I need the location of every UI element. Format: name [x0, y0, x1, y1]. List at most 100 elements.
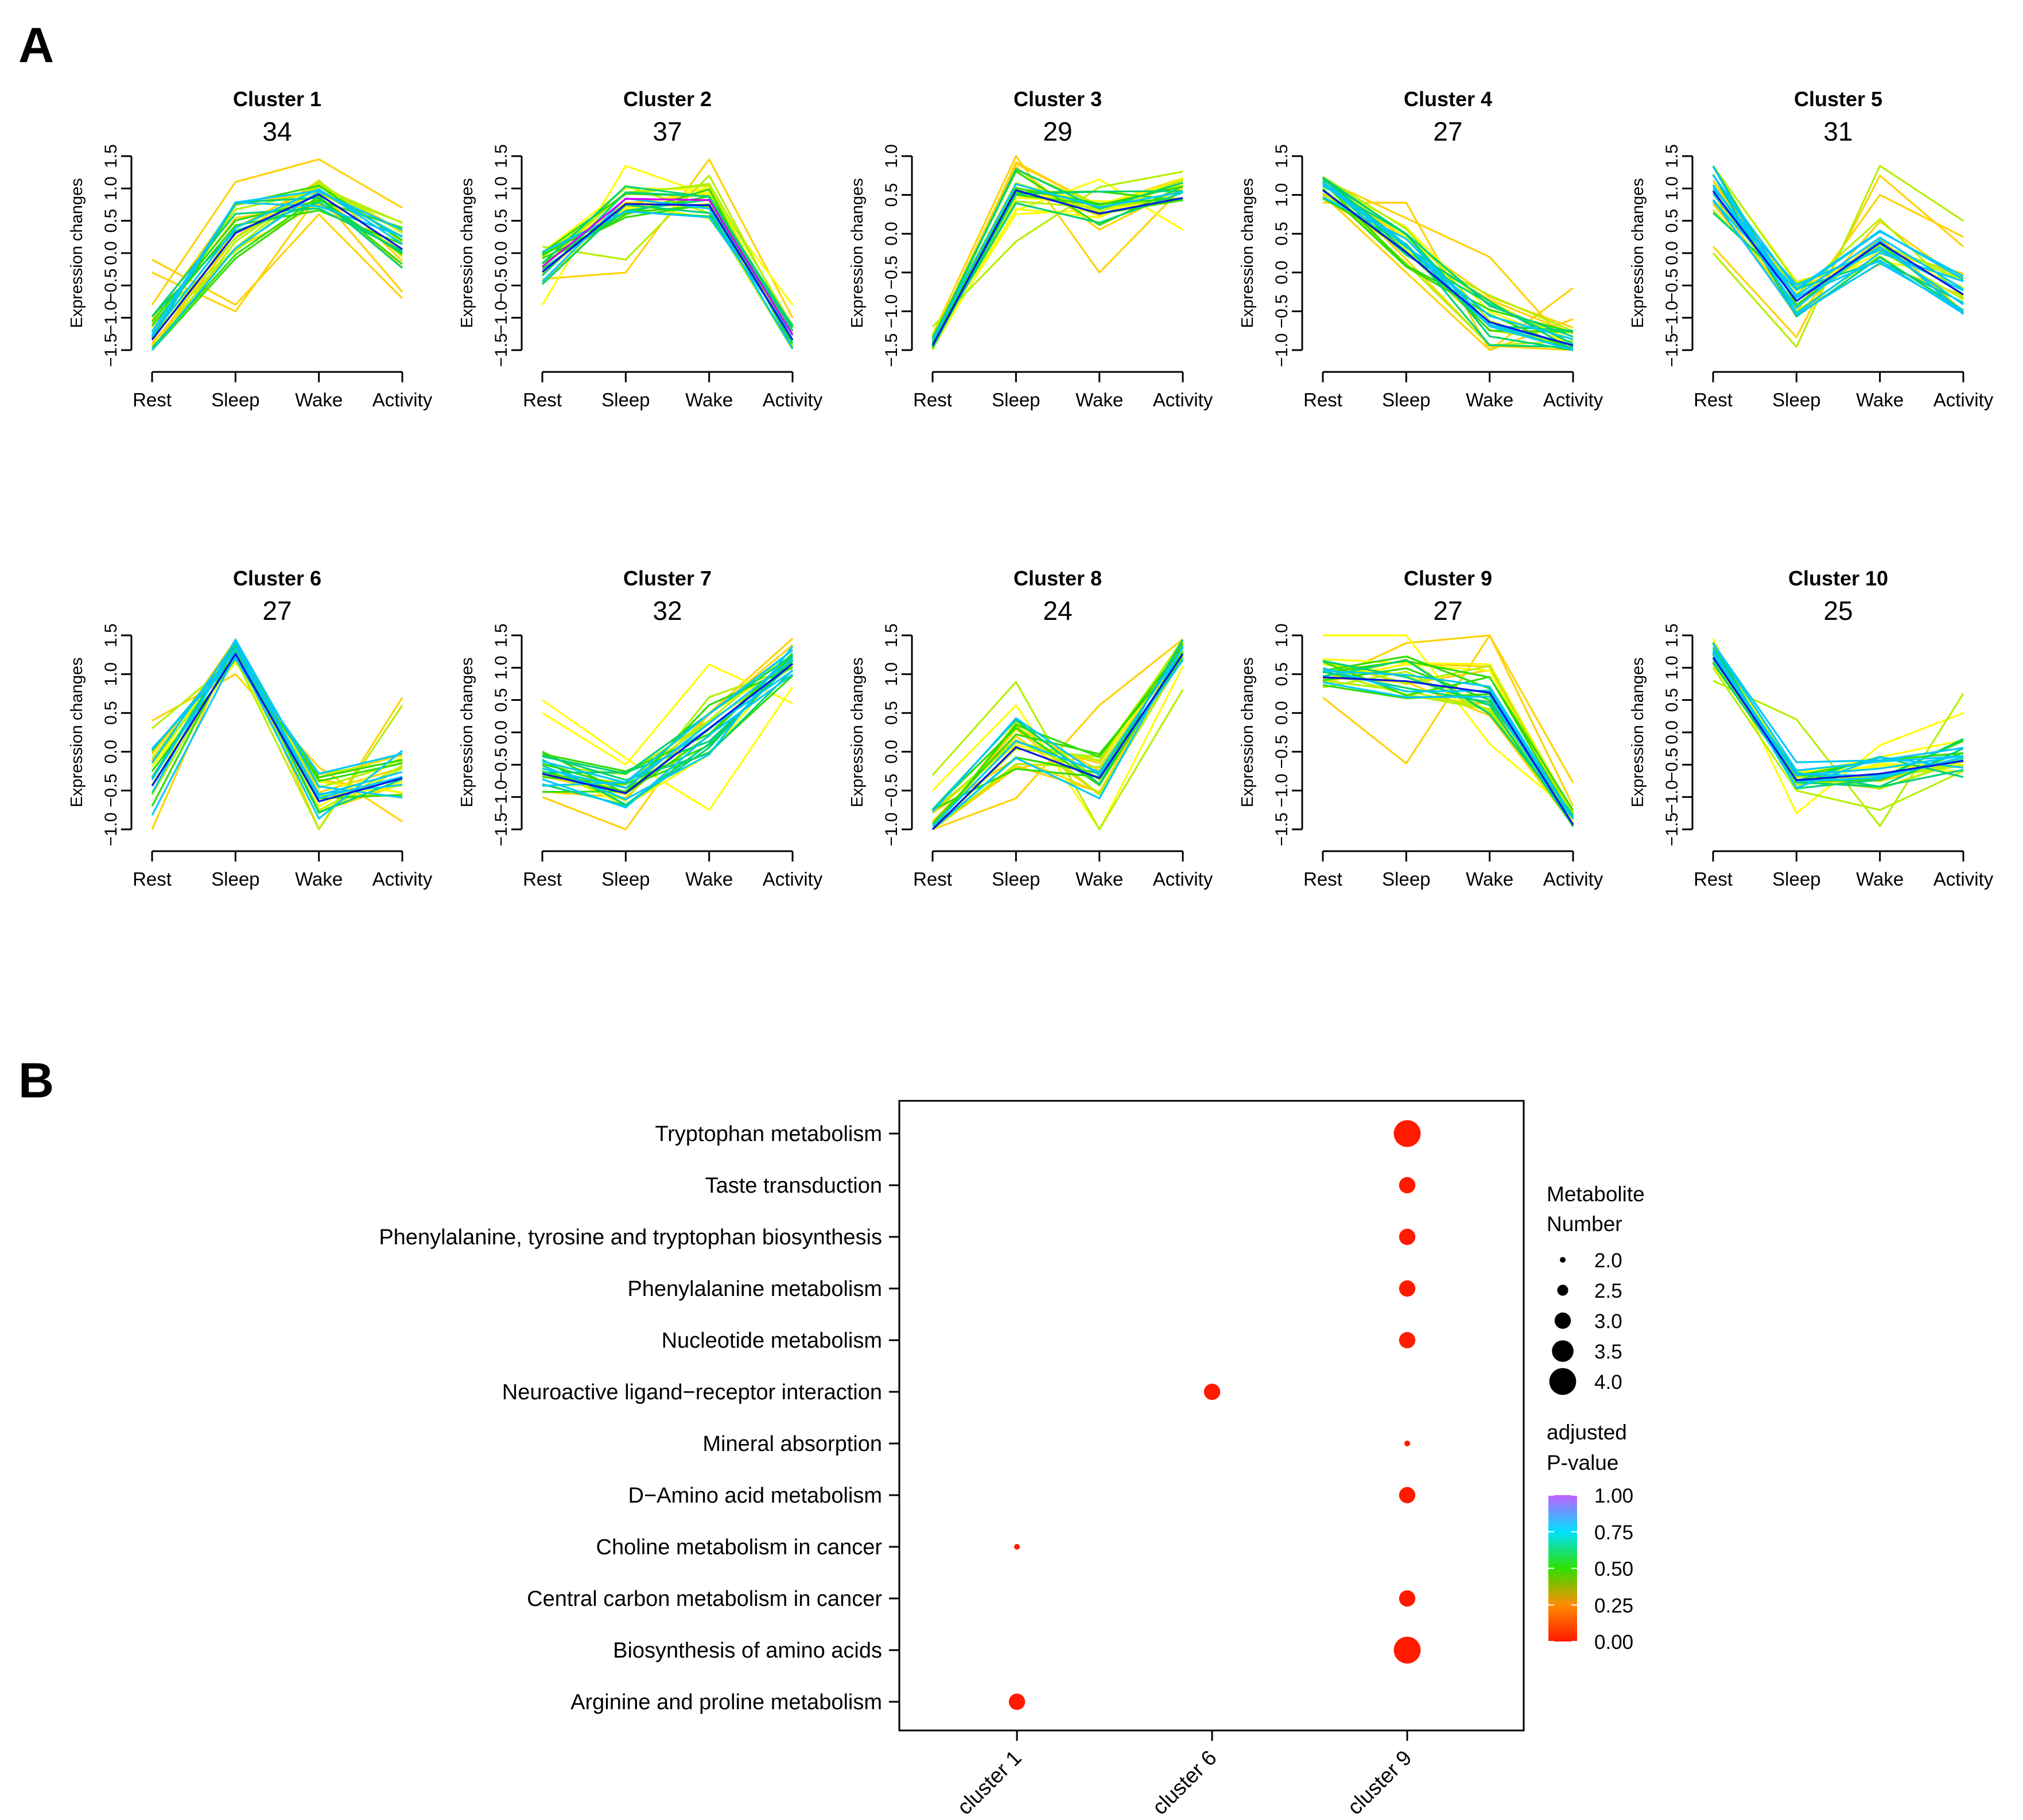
cluster-7-y-tick-label: 1.5 [492, 623, 511, 647]
cluster-1-y-label: Expression changes [68, 178, 86, 328]
size-legend-key [1554, 1312, 1571, 1329]
cluster-3-profile-line [931, 178, 1183, 345]
cluster-7-y-label: Expression changes [458, 657, 476, 807]
cluster-4-y-tick-label: 0.5 [1272, 222, 1291, 246]
cluster-8-y-tick-label: 0.0 [882, 740, 901, 764]
cluster-1-plot: Cluster 1 34 −1.5−1.0−0.5 0.0 0.5 1.0 1.5 Expre… [68, 87, 433, 410]
cluster-8-profile-line [931, 653, 1184, 824]
cluster-3-y-tick-label: 1.0 [882, 144, 901, 168]
cluster-8-title: Cluster 8 [1014, 566, 1102, 590]
size-legend-title: Number [1547, 1212, 1622, 1236]
cluster-3-profile-line [931, 155, 1184, 335]
cluster-3-x-tick-label: Rest [913, 389, 952, 410]
cluster-1-y-tick-label: 1.0 [102, 176, 121, 200]
cluster-10-y-tick-label: −1.5 [1663, 812, 1682, 846]
size-legend-label: 2.5 [1594, 1280, 1622, 1302]
pathway-label: Tryptophan metabolism [655, 1122, 882, 1146]
cluster-6-y-tick-label: 0.5 [102, 701, 121, 725]
color-legend-title: P-value [1547, 1451, 1618, 1474]
cluster-2-core-line [541, 203, 794, 340]
cluster-4-y-label: Expression changes [1238, 178, 1257, 328]
cluster-10-count: 25 [1823, 596, 1853, 626]
cluster-7-x-tick-label: Activity [763, 868, 823, 890]
cluster-9-x-tick-label: Sleep [1382, 868, 1430, 890]
cluster-10-x-tick-label: Sleep [1772, 868, 1820, 890]
cluster-2-core-line [541, 197, 794, 335]
cluster-10-y-label: Expression changes [1629, 657, 1647, 807]
cluster-2-y-tick-label: 0.5 [492, 209, 511, 233]
cluster-10-profile-line [1712, 643, 1964, 763]
cluster-7-core-line [542, 658, 793, 789]
enrichment-dot [1399, 1177, 1416, 1194]
color-legend-label: 0.25 [1594, 1594, 1633, 1617]
cluster-6-y-tick-label: 1.5 [102, 623, 121, 647]
cluster-9-y-tick-label: −1.0 [1272, 774, 1291, 808]
cluster-4-title: Cluster 4 [1404, 87, 1492, 111]
cluster-9-x-tick-label: Rest [1303, 868, 1342, 890]
pathway-label: Phenylalanine, tyrosine and tryptophan b… [379, 1225, 882, 1249]
cluster-3-x-tick-label: Activity [1153, 389, 1213, 410]
cluster-4-x-tick-label: Sleep [1382, 389, 1430, 410]
enrichment-dot [1399, 1332, 1416, 1349]
cluster-9-x-tick-label: Activity [1543, 868, 1603, 890]
pathway-label: Neuroactive ligand−receptor interaction [502, 1380, 882, 1404]
dotplot-frame [898, 1100, 1525, 1732]
cluster-5-x-tick-label: Wake [1856, 389, 1904, 410]
cluster-4-count: 27 [1433, 117, 1462, 146]
cluster-6-x-tick-label: Sleep [211, 868, 259, 890]
cluster-8-count: 24 [1043, 596, 1072, 626]
cluster-7-profile-line [542, 675, 794, 789]
cluster-5-title: Cluster 5 [1794, 87, 1882, 111]
cluster-2-y-tick-label: −0.5 [492, 269, 511, 302]
cluster-2-y-tick-label: 0.0 [492, 241, 511, 265]
cluster-4-y-tick-label: 1.0 [1272, 183, 1291, 207]
cluster-axis-label: cluster 1 [953, 1746, 1026, 1819]
cluster-6-y-tick-label: 1.0 [102, 662, 121, 686]
cluster-8-y-tick-label: 1.5 [882, 623, 901, 647]
cluster-5-y-tick-label: 0.5 [1663, 209, 1682, 233]
cluster-1-profile-line [151, 189, 403, 332]
cluster-9-profile-line [1322, 660, 1574, 811]
cluster-7-y-tick-label: 1.0 [492, 655, 511, 680]
cluster-1-title: Cluster 1 [233, 87, 321, 111]
cluster-9-core-line [1322, 676, 1574, 825]
cluster-2-y-tick-label: 1.5 [492, 144, 511, 168]
cluster-2-title: Cluster 2 [623, 87, 712, 111]
cluster-2-x-tick-label: Activity [763, 389, 823, 410]
cluster-9-count: 27 [1433, 596, 1462, 626]
panel-a-cluster-grid: Cluster 134−1.5−1.0−0.50.00.51.01.5Expre… [68, 87, 1994, 890]
cluster-9-y-tick-label: 0.5 [1272, 662, 1291, 686]
enrichment-dot [1014, 1544, 1020, 1550]
cluster-9-x-tick-label: Wake [1466, 868, 1513, 890]
cluster-7-y-tick-label: −0.5 [492, 748, 511, 782]
cluster-3-count: 29 [1043, 117, 1072, 146]
cluster-7-core-line [542, 663, 793, 794]
cluster-3-y-tick-label: −1.5 [882, 333, 901, 367]
cluster-6-y-tick-label: 0.0 [102, 740, 121, 764]
color-legend-label: 1.00 [1594, 1485, 1633, 1507]
enrichment-dot [1393, 1636, 1421, 1664]
size-legend-label: 3.5 [1594, 1341, 1622, 1363]
cluster-2-y-tick-label: 1.0 [492, 176, 511, 200]
cluster-7-profile-line [542, 654, 793, 775]
cluster-7-plot: Cluster 7 32 −1.5−1.0−0.5 0.0 0.5 1.0 1.5 Expre… [458, 566, 823, 890]
cluster-8-profile-line [931, 659, 1184, 813]
cluster-10-x-tick-label: Activity [1933, 868, 1994, 890]
cluster-8-x-tick-label: Wake [1075, 868, 1123, 890]
cluster-4-profile-line [1322, 185, 1574, 338]
cluster-10-profile-line [1712, 667, 1964, 811]
cluster-2-y-tick-label: −1.0 [492, 301, 511, 335]
cluster-2-profile-line [541, 165, 794, 306]
cluster-4-y-tick-label: −1.0 [1272, 333, 1291, 367]
cluster-3-profile-line [931, 170, 1183, 328]
cluster-4-profile-line [1322, 188, 1574, 351]
cluster-9-title: Cluster 9 [1404, 566, 1492, 590]
cluster-2-profile-line [542, 202, 794, 329]
cluster-1-y-tick-label: 0.5 [102, 209, 121, 233]
cluster-10-x-tick-label: Rest [1694, 868, 1733, 890]
color-legend-label: 0.00 [1594, 1631, 1633, 1654]
cluster-8-profile-line [931, 651, 1184, 811]
cluster-5-plot: Cluster 5 31 −1.5−1.0−0.5 0.0 0.5 1.0 1.5 Expre… [1629, 87, 1994, 410]
cluster-4-y-tick-label: −0.5 [1272, 294, 1291, 328]
